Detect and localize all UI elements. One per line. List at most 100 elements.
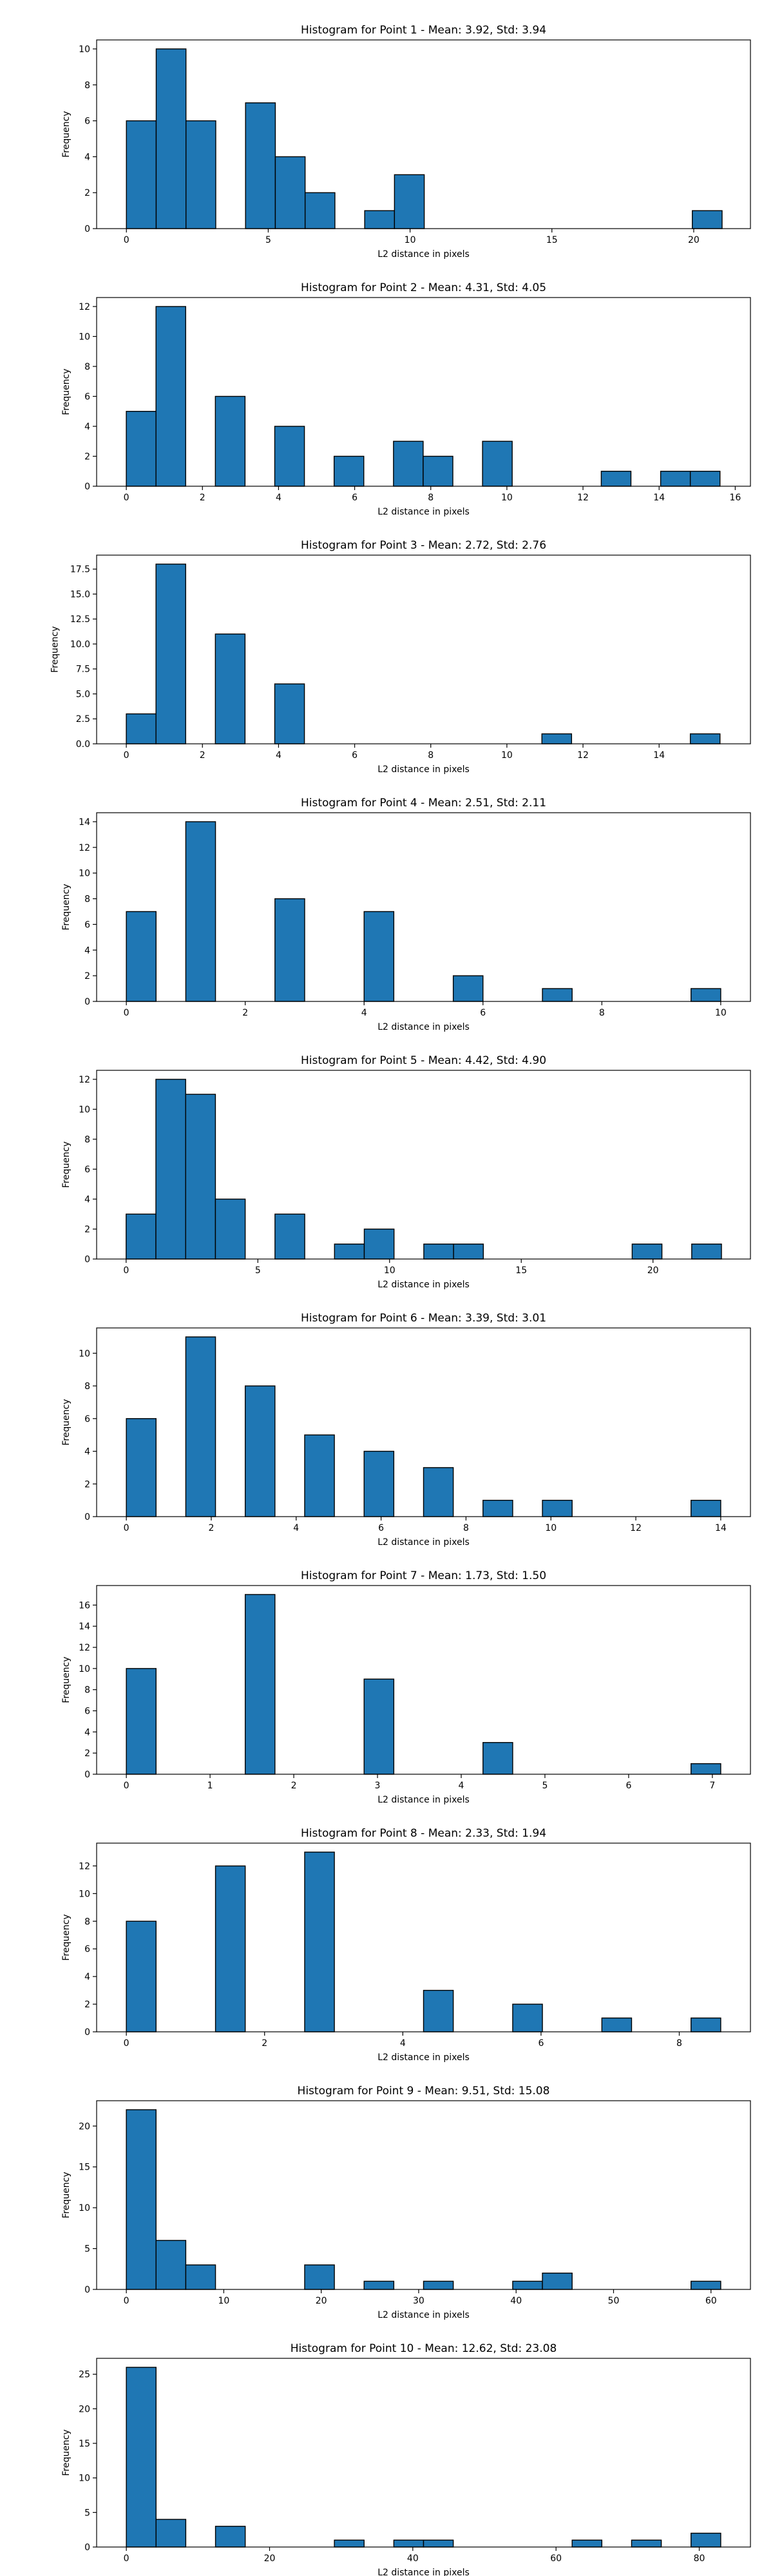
chart-title: Histogram for Point 4 - Mean: 2.51, Std:… [301, 797, 546, 810]
histogram-bar [245, 102, 276, 229]
y-tick-label: 0 [84, 224, 90, 234]
x-tick-label: 8 [463, 1523, 469, 1533]
y-tick-label: 14 [79, 817, 90, 828]
x-tick-label: 2 [262, 2038, 267, 2049]
y-tick-label: 12 [79, 1643, 90, 1653]
y-tick-label: 6 [84, 1414, 90, 1425]
x-tick-label: 0 [124, 2296, 129, 2306]
y-tick-label: 12 [79, 1075, 90, 1085]
histogram-bar [423, 455, 453, 487]
y-axis-label: Frequency [61, 2172, 72, 2218]
x-tick-label: 15 [515, 1265, 527, 1276]
y-tick-label: 20 [79, 2404, 90, 2414]
histogram-bar [215, 2526, 246, 2548]
y-axis: 0 2 4 6 8 10 12 Frequency [61, 1075, 97, 1265]
histogram-panel-7: Histogram for Point 7 - Mean: 1.73, Std:… [61, 1569, 751, 1805]
histogram-bar [126, 713, 157, 744]
x-axis: 0 2 4 6 8 10 12 14 16 L2 distance in pixels [124, 486, 741, 517]
y-tick-label: 10 [79, 1104, 90, 1115]
x-axis: 0 2 4 6 8 10 L2 distance in pixels [124, 1001, 727, 1032]
y-axis-label: Frequency [61, 2429, 72, 2476]
x-tick-label: 12 [577, 750, 589, 761]
histogram-bar [126, 1920, 157, 2032]
axes-frame [96, 39, 751, 229]
y-tick-label: 4 [84, 422, 90, 432]
histogram-bar [274, 1213, 305, 1260]
histogram-bar [393, 2539, 425, 2548]
axes-frame [96, 1327, 751, 1517]
histogram-bar [692, 210, 723, 229]
x-tick-label: 8 [676, 2038, 682, 2049]
x-tick-label: 2 [200, 750, 205, 761]
histogram-bar [691, 1244, 722, 1260]
x-tick-label: 4 [459, 1781, 464, 1791]
y-axis-label: Frequency [61, 368, 72, 415]
x-tick-label: 8 [599, 1008, 605, 1018]
y-tick-label: 15 [79, 2439, 90, 2449]
histogram-bar [155, 2240, 187, 2290]
y-tick-label: 2 [84, 1224, 90, 1235]
x-tick-label: 3 [375, 1781, 381, 1791]
histogram-bar [186, 120, 216, 229]
bars [126, 306, 721, 487]
x-tick-label: 10 [715, 1008, 727, 1018]
y-axis-label: Frequency [50, 626, 61, 672]
chart-title: Histogram for Point 2 - Mean: 4.31, Std:… [301, 281, 546, 294]
x-axis-label: L2 distance in pixels [377, 1537, 470, 1548]
x-tick-label: 6 [625, 1781, 631, 1791]
y-tick-label: 10 [79, 1664, 90, 1674]
histogram-bar [274, 156, 306, 229]
x-tick-label: 0 [123, 1265, 129, 1276]
y-tick-label: 6 [84, 1707, 90, 1717]
histogram-bar [394, 174, 425, 229]
axes-frame [96, 1070, 751, 1260]
histogram-bar [155, 564, 186, 744]
histogram-bar [155, 2519, 187, 2548]
axes-frame [96, 812, 751, 1002]
x-axis-label: L2 distance in pixels [377, 1795, 470, 1805]
histogram-bar [482, 440, 513, 487]
histogram-bar [542, 1499, 573, 1517]
y-tick-label: 0 [84, 2543, 90, 2553]
x-axis-label: L2 distance in pixels [377, 2052, 470, 2063]
x-tick-label: 50 [608, 2296, 620, 2306]
x-tick-label: 7 [709, 1781, 715, 1791]
x-axis: 0 10 20 30 40 50 60 L2 distance in pixels [124, 2289, 717, 2320]
y-axis-label: Frequency [61, 1914, 72, 1960]
histogram-bar [482, 1499, 513, 1517]
y-tick-label: 8 [84, 1917, 90, 1927]
histogram-bar [393, 440, 424, 487]
histogram-bar [185, 1336, 216, 1517]
y-axis-label: Frequency [61, 111, 72, 157]
histogram-bar [304, 1852, 335, 2032]
x-tick-label: 2 [200, 493, 205, 503]
x-tick-label: 30 [413, 2296, 425, 2306]
chart-title: Histogram for Point 6 - Mean: 3.39, Std:… [301, 1312, 546, 1325]
y-tick-label: 10 [79, 2203, 90, 2213]
x-tick-label: 2 [291, 1781, 297, 1791]
y-tick-label: 12 [79, 302, 90, 312]
histogram-panel-5: Histogram for Point 5 - Mean: 4.42, Std:… [61, 1054, 751, 1290]
x-tick-label: 4 [276, 493, 282, 503]
x-tick-label: 16 [729, 493, 741, 503]
histogram-bar [660, 471, 691, 487]
x-tick-label: 12 [577, 493, 589, 503]
histogram-bar [363, 1678, 395, 1775]
histogram-bar [274, 898, 305, 1002]
y-axis: 0 2 4 6 8 10 Frequency [61, 1349, 97, 1522]
x-axis: 0 2 4 6 8 L2 distance in pixels [124, 2032, 682, 2063]
chart-title: Histogram for Point 5 - Mean: 4.42, Std:… [301, 1054, 546, 1067]
y-tick-label: 4 [84, 152, 90, 162]
axes-frame [96, 1585, 751, 1775]
bars [126, 1079, 722, 1260]
x-tick-label: 2 [208, 1523, 214, 1533]
histogram-panel-8: Histogram for Point 8 - Mean: 2.33, Std:… [61, 1827, 751, 2063]
histogram-bar [185, 1094, 216, 1260]
y-tick-label: 2.5 [76, 714, 90, 724]
x-tick-label: 14 [715, 1523, 727, 1533]
histogram-bar [689, 733, 721, 744]
x-tick-label: 14 [653, 750, 665, 761]
histogram-bar [334, 2539, 365, 2548]
x-tick-label: 5 [265, 235, 271, 245]
y-tick-label: 12.5 [70, 614, 90, 625]
